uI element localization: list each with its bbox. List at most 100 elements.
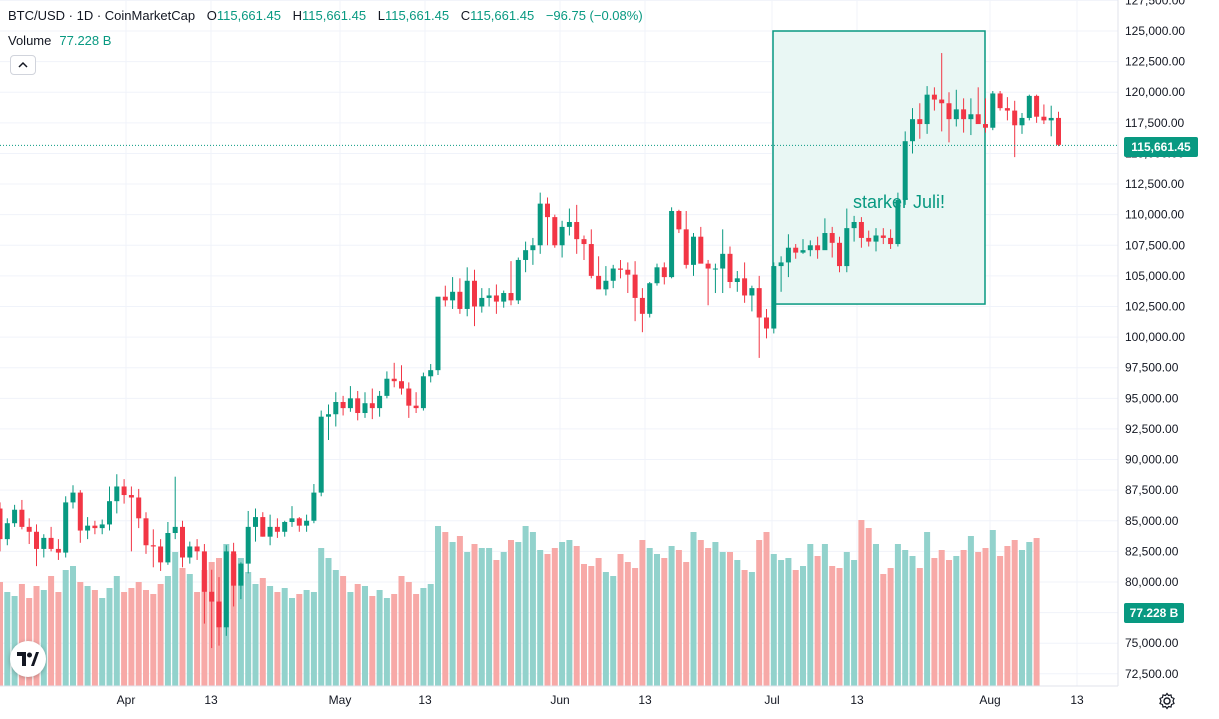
volume-bar bbox=[106, 588, 113, 686]
candle-body bbox=[1048, 117, 1054, 121]
volume-bar bbox=[427, 584, 434, 686]
volume-bar bbox=[157, 584, 164, 686]
candle-body bbox=[231, 551, 237, 586]
volume-bar bbox=[610, 576, 617, 686]
candle-body bbox=[1034, 95, 1040, 117]
candle-body bbox=[917, 119, 923, 125]
candle-body bbox=[625, 269, 631, 275]
tradingview-logo-icon[interactable] bbox=[10, 641, 46, 677]
candle-body bbox=[1019, 117, 1025, 126]
price-tick-label: 72,500.00 bbox=[1125, 667, 1179, 681]
price-tick-label: 125,000.00 bbox=[1125, 24, 1185, 38]
candle-body bbox=[41, 537, 47, 549]
volume-bar bbox=[471, 544, 478, 686]
ohlc-legend: BTC/USD · 1D · CoinMarketCap O115,661.45… bbox=[8, 8, 643, 23]
price-tick-label: 110,000.00 bbox=[1125, 208, 1184, 222]
volume-bar bbox=[668, 546, 675, 686]
candle-body bbox=[961, 109, 967, 120]
candle-body bbox=[326, 414, 331, 417]
candle-body bbox=[34, 531, 39, 549]
volume-bar bbox=[639, 540, 646, 686]
candle-body bbox=[603, 280, 609, 290]
volume-bar bbox=[551, 548, 558, 686]
volume-bar bbox=[310, 592, 317, 686]
candle-body bbox=[888, 237, 894, 245]
candle-body bbox=[406, 388, 412, 406]
candle-body bbox=[742, 278, 748, 296]
volume-bar bbox=[581, 564, 587, 686]
chevron-up-icon bbox=[18, 61, 28, 68]
candle-body bbox=[610, 268, 616, 281]
candle-body bbox=[12, 509, 18, 524]
candle-body bbox=[347, 398, 353, 409]
volume-bar bbox=[894, 544, 901, 686]
volume-bar bbox=[40, 590, 47, 686]
candle-body bbox=[85, 525, 91, 531]
candle-body bbox=[785, 247, 791, 263]
candle-body bbox=[194, 546, 200, 552]
collapse-legend-button[interactable] bbox=[10, 55, 36, 75]
volume-bar bbox=[814, 556, 821, 686]
candle-body bbox=[355, 398, 361, 414]
volume-bar bbox=[449, 542, 456, 686]
volume-bar bbox=[515, 542, 522, 686]
volume-bar bbox=[267, 586, 274, 686]
candle-body bbox=[537, 203, 543, 246]
time-tick-label: Aug bbox=[979, 693, 1000, 707]
candle-body bbox=[26, 526, 32, 532]
volume-bar bbox=[18, 584, 25, 686]
volume-bar bbox=[595, 558, 602, 686]
candle-body bbox=[618, 268, 623, 270]
volume-bar bbox=[836, 568, 843, 686]
candle-body bbox=[515, 259, 521, 301]
candle-body bbox=[661, 267, 667, 278]
candle-body bbox=[128, 495, 134, 498]
volume-bar bbox=[785, 558, 792, 686]
volume-bar bbox=[997, 556, 1004, 686]
volume-bar bbox=[989, 530, 996, 686]
time-tick-label: Jul bbox=[764, 693, 779, 707]
candle-body bbox=[180, 526, 185, 558]
volume-bar bbox=[442, 532, 449, 686]
volume-bar bbox=[0, 582, 3, 686]
candle-body bbox=[931, 94, 937, 100]
volume-bar bbox=[347, 592, 354, 686]
candle-body bbox=[223, 551, 229, 628]
candle-body bbox=[384, 378, 390, 396]
volume-bar bbox=[756, 540, 763, 686]
volume-bar bbox=[938, 550, 945, 686]
price-tick-label: 100,000.00 bbox=[1125, 330, 1185, 344]
price-tick-label: 75,000.00 bbox=[1125, 636, 1179, 650]
candle-body bbox=[19, 509, 25, 527]
candle-body bbox=[873, 235, 879, 242]
settings-button[interactable] bbox=[1156, 690, 1178, 712]
candle-body bbox=[420, 376, 426, 409]
volume-bar bbox=[821, 544, 828, 686]
volume-bar bbox=[121, 592, 128, 686]
volume-bar bbox=[537, 550, 544, 686]
volume-bar bbox=[91, 590, 98, 686]
candle-body bbox=[530, 245, 536, 251]
candle-body bbox=[647, 283, 653, 314]
price-tick-label: 92,500.00 bbox=[1125, 422, 1179, 436]
volume-bar bbox=[201, 570, 208, 686]
volume-bar bbox=[712, 542, 719, 686]
candle-body bbox=[107, 501, 112, 525]
volume-bar bbox=[887, 568, 894, 686]
volume-bar bbox=[62, 570, 69, 686]
candle-body bbox=[712, 268, 718, 270]
candle-body bbox=[362, 403, 368, 414]
candle-body bbox=[807, 245, 813, 251]
volume-bar bbox=[376, 590, 383, 686]
volume-bar bbox=[186, 574, 193, 686]
candle-body bbox=[1026, 95, 1032, 118]
volume-bar bbox=[369, 596, 376, 686]
candle-body bbox=[501, 293, 507, 302]
time-tick-label: 13 bbox=[638, 693, 652, 707]
candle-body bbox=[216, 601, 222, 628]
candle-body bbox=[464, 280, 470, 309]
volume-bar bbox=[1011, 540, 1018, 686]
candle-body bbox=[55, 548, 61, 553]
candle-body bbox=[902, 141, 908, 200]
